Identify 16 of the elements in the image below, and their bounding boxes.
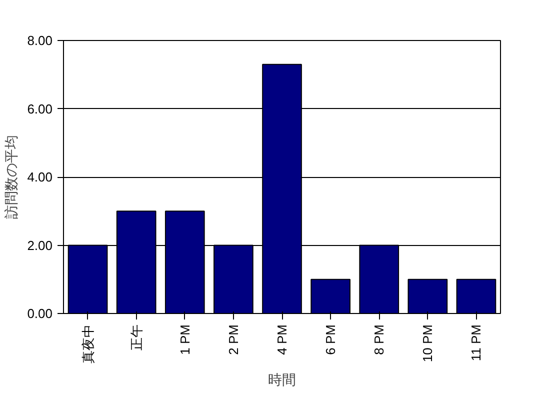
- y-tick-label: 6.00: [27, 101, 53, 116]
- y-tick-label: 0.00: [27, 306, 53, 321]
- x-tick-label: 4 PM: [274, 324, 290, 355]
- x-tick-label: 1 PM: [177, 324, 192, 355]
- x-tick-label: 真夜中: [80, 324, 96, 364]
- x-tick-label: 6 PM: [323, 324, 338, 355]
- y-tick-label: 4.00: [27, 170, 53, 184]
- x-tick-label: 正午: [128, 324, 144, 350]
- x-axis-title: 時間: [268, 372, 296, 388]
- x-tick-label: 10 PM: [420, 324, 436, 362]
- y-tick-label: 2.00: [27, 238, 53, 253]
- y-axis-title: 訪問数の平均: [3, 135, 20, 219]
- x-tick-label: 2 PM: [226, 324, 241, 355]
- y-tick-label: 8.00: [27, 33, 53, 48]
- x-tick-label: 8 PM: [372, 324, 387, 355]
- x-tick-label: 11 PM: [468, 324, 484, 362]
